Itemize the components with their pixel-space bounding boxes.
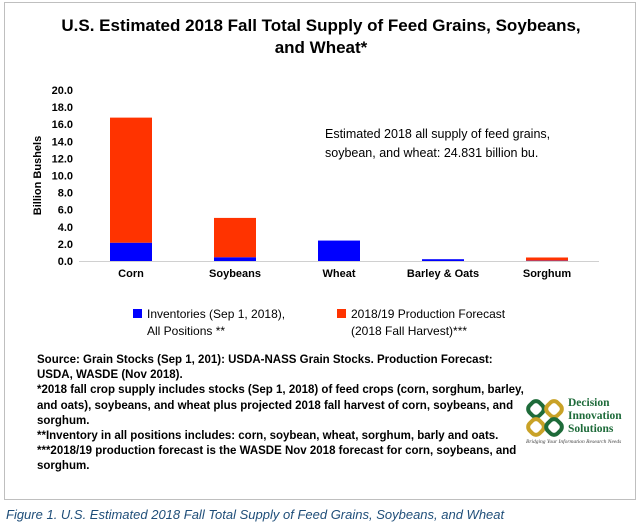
y-tick-label: 20.0 bbox=[52, 85, 73, 97]
x-category-label: Barley & Oats bbox=[407, 268, 479, 280]
bar-inventory bbox=[422, 259, 464, 261]
bar-inventory bbox=[318, 240, 360, 261]
chart-title: U.S. Estimated 2018 Fall Total Supply of… bbox=[61, 16, 580, 57]
chart-title-line: U.S. Estimated 2018 Fall Total Supply of… bbox=[61, 16, 580, 35]
x-axis: Corn Soybeans Wheat Barley & Oats Sorghum bbox=[79, 261, 599, 280]
footnote-fall-supply: *2018 fall crop supply includes stocks (… bbox=[37, 384, 524, 427]
footnote-production: ***2018/19 production forecast is the WA… bbox=[37, 445, 517, 473]
logo-word: Solutions bbox=[568, 423, 614, 435]
bar-production bbox=[214, 217, 256, 258]
y-tick-label: 8.0 bbox=[58, 188, 73, 200]
y-tick-label: 10.0 bbox=[52, 171, 73, 183]
x-category-label: Wheat bbox=[323, 268, 356, 280]
y-tick-label: 12.0 bbox=[52, 153, 73, 165]
logo-wordmark: Decision Innovation Solutions bbox=[568, 397, 622, 436]
y-tick-label: 4.0 bbox=[58, 222, 73, 234]
logo-word: Innovation bbox=[568, 410, 622, 422]
annotation-line: Estimated 2018 all supply of feed grains… bbox=[325, 127, 550, 141]
chart-annotation: Estimated 2018 all supply of feed grains… bbox=[325, 127, 550, 160]
bar-production bbox=[110, 117, 152, 243]
source-note: Source: Grain Stocks (Sep 1, 201): USDA-… bbox=[37, 354, 493, 382]
source-notes: Source: Grain Stocks (Sep 1, 201): USDA-… bbox=[37, 353, 527, 475]
y-axis: 0.0 2.0 4.0 6.0 8.0 10.0 12.0 14.0 16.0 18.0 20.0 B… bbox=[32, 85, 73, 268]
x-category-label: Corn bbox=[118, 268, 144, 280]
annotation-line: soybean, and wheat: 24.831 billion bu. bbox=[325, 146, 538, 160]
legend-swatch bbox=[337, 309, 346, 318]
legend: Inventories (Sep 1, 2018), All Positions … bbox=[133, 307, 506, 338]
logo-word: Decision bbox=[568, 397, 610, 409]
decision-innovation-solutions-logo: Decision Innovation Solutions Bridging Y… bbox=[524, 395, 634, 447]
legend-swatch bbox=[133, 309, 142, 318]
y-tick-label: 18.0 bbox=[52, 102, 73, 114]
x-category-label: Soybeans bbox=[209, 268, 261, 280]
y-tick-label: 6.0 bbox=[58, 205, 73, 217]
bars bbox=[110, 117, 568, 262]
footnote-inventory: **Inventory in all positions includes: c… bbox=[37, 430, 499, 443]
y-tick-label: 2.0 bbox=[58, 239, 73, 251]
logo-tagline: Bridging Your Information Research Needs bbox=[526, 439, 622, 445]
knot-logo-icon bbox=[526, 399, 564, 437]
bar-inventory bbox=[214, 257, 256, 261]
x-category-label: Sorghum bbox=[523, 268, 571, 280]
chart-frame: U.S. Estimated 2018 Fall Total Supply of… bbox=[4, 2, 636, 500]
legend-label: All Positions ** bbox=[147, 324, 225, 338]
bar-inventory bbox=[110, 242, 152, 261]
legend-label: Inventories (Sep 1, 2018), bbox=[147, 307, 285, 321]
legend-label: (2018 Fall Harvest)*** bbox=[351, 324, 467, 338]
bar-production bbox=[526, 257, 568, 261]
figure-caption: Figure 1. U.S. Estimated 2018 Fall Total… bbox=[6, 507, 505, 522]
y-tick-label: 16.0 bbox=[52, 119, 73, 131]
chart-title-line: and Wheat* bbox=[275, 38, 368, 57]
y-axis-title: Billion Bushels bbox=[32, 136, 44, 215]
y-tick-label: 14.0 bbox=[52, 136, 73, 148]
y-tick-label: 0.0 bbox=[58, 256, 73, 268]
legend-label: 2018/19 Production Forecast bbox=[351, 307, 506, 321]
stacked-bar-chart: U.S. Estimated 2018 Fall Total Supply of… bbox=[32, 16, 599, 338]
